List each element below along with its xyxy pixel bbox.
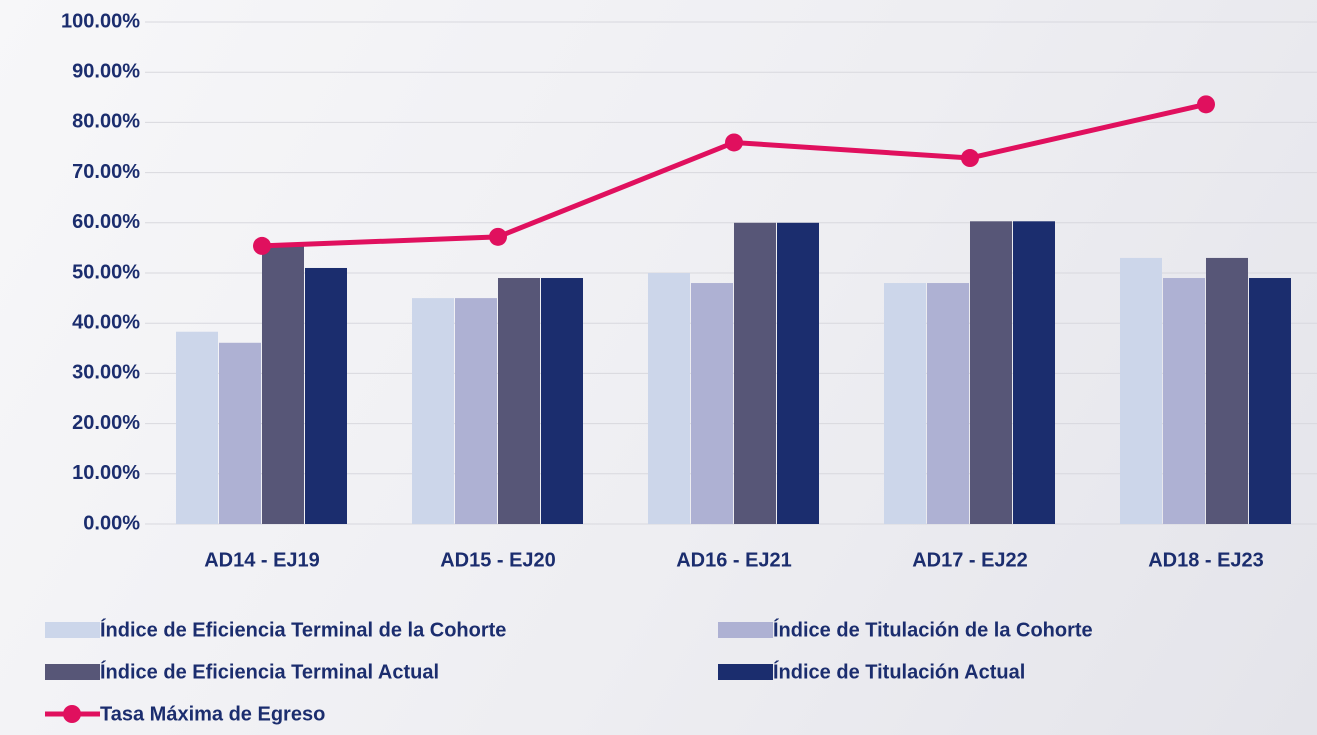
x-tick-label: AD18 - EJ23	[1148, 549, 1264, 571]
line-marker	[725, 133, 743, 152]
bar	[1163, 278, 1205, 524]
bar	[1206, 257, 1248, 524]
bar	[262, 245, 304, 524]
line-marker	[1197, 95, 1215, 114]
y-tick-label: 10.00%	[72, 462, 140, 484]
legend-label: Tasa Máxima de Egreso	[100, 703, 325, 725]
x-tick-label: AD17 - EJ22	[912, 549, 1028, 571]
bar	[970, 221, 1012, 524]
line-marker	[961, 149, 979, 168]
legend-label: Índice de Titulación Actual	[773, 660, 1025, 683]
legend-swatch	[45, 622, 100, 638]
bar	[777, 222, 819, 525]
line-marker	[489, 227, 507, 246]
legend-swatch	[45, 664, 100, 680]
bar	[1120, 257, 1162, 524]
y-tick-label: 70.00%	[72, 161, 140, 183]
legend-label: Índice de Eficiencia Terminal Actual	[100, 660, 439, 683]
y-tick-label: 80.00%	[72, 111, 140, 133]
bar	[541, 278, 583, 524]
x-tick-label: AD15 - EJ20	[440, 549, 556, 571]
bar	[648, 273, 690, 524]
line-marker	[253, 236, 271, 255]
bar	[305, 267, 347, 524]
y-tick-label: 0.00%	[83, 512, 140, 534]
x-tick-label: AD16 - EJ21	[676, 549, 792, 571]
bar	[1013, 221, 1055, 524]
x-tick-label: AD14 - EJ19	[204, 549, 320, 571]
legend-label: Índice de Titulación de la Cohorte	[773, 618, 1093, 641]
y-tick-label: 60.00%	[72, 211, 140, 233]
legend-swatch	[718, 622, 773, 638]
bar	[734, 222, 776, 525]
bar	[219, 342, 261, 524]
bar	[927, 283, 969, 524]
y-tick-label: 40.00%	[72, 311, 140, 333]
bar	[455, 298, 497, 524]
bar	[884, 283, 926, 524]
bar	[176, 331, 218, 524]
bar	[1249, 278, 1291, 524]
y-tick-label: 90.00%	[72, 60, 140, 82]
bar	[498, 278, 540, 524]
bar	[691, 283, 733, 524]
legend-label: Índice de Eficiencia Terminal de la Coho…	[100, 618, 506, 641]
bar	[412, 298, 454, 524]
y-tick-label: 100.00%	[61, 10, 140, 32]
y-tick-label: 20.00%	[72, 412, 140, 434]
y-tick-label: 50.00%	[72, 261, 140, 283]
legend-marker	[63, 705, 81, 723]
y-tick-label: 30.00%	[72, 362, 140, 384]
legend-swatch	[718, 664, 773, 680]
